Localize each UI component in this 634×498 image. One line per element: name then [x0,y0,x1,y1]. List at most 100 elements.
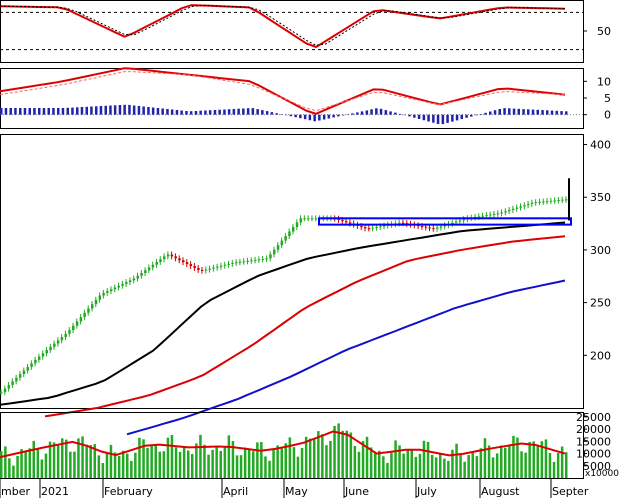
ytick-label: 10 [597,75,611,88]
macd-histogram-bar [80,107,84,115]
macd-histogram-bar [536,109,539,115]
macd-histogram-bar [156,108,160,115]
candle-body [219,265,223,267]
candle-body [557,200,560,202]
volume-bar [516,437,519,478]
candle-body [0,392,3,394]
volume-bar [146,447,149,478]
volume-bar [386,462,389,478]
volume-bar [195,443,198,478]
macd-histogram-bar [166,109,169,115]
macd-histogram-bar [284,114,288,116]
macd-histogram-bar [527,109,530,115]
volume-bar [170,435,174,478]
ytick-label: 50 [597,25,611,38]
candle-body [549,200,553,202]
volume-bar [402,453,405,478]
ytick-label: 200 [590,349,611,362]
macd-histogram-bar [47,108,50,115]
candle-body [79,317,83,322]
macd-histogram-bar [308,114,312,121]
volume-bar [528,441,531,478]
macd-histogram-bar [270,112,274,115]
macd-histogram-bar [0,108,3,115]
volume-bar [455,443,458,478]
candle-body [204,269,208,271]
macd-panel: 10 5 0 [0,67,611,129]
volume-bar [447,460,450,478]
macd-histogram-bar [394,112,397,115]
macd-histogram-bar [294,114,297,118]
volume-bar [491,457,495,478]
macd-histogram-bar [232,109,236,115]
macd-histogram-bar [265,111,269,115]
candle-body [382,225,386,227]
candle-body [420,226,424,228]
candle-body [216,266,219,268]
candle-body [37,356,41,360]
volume-bar [374,453,377,478]
candle-body [257,259,261,261]
macd-histogram-bar [560,111,563,115]
volume-bar [142,439,145,478]
candle-body [189,264,193,267]
volume-bar [109,444,113,478]
macd-histogram-bar [185,111,188,115]
candle-body [106,291,109,293]
macd-histogram-bar [199,110,202,115]
ytick-label: 5 [604,92,611,105]
macd-histogram-bar [370,109,373,115]
candle-body [235,262,238,264]
volume-bar [426,441,430,478]
oscillator-line [0,4,566,49]
macd-histogram-bar [531,109,535,115]
volume-bar [292,447,296,478]
candle-body [174,256,177,259]
macd-histogram-bar [161,108,164,115]
candle-body [91,304,94,309]
candle-body [64,333,67,338]
volume-bar [105,452,109,478]
volume-bar [430,454,434,478]
volume-bar [81,436,84,478]
candle-body [375,226,378,228]
volume-bar [345,430,348,478]
candle-body [424,226,428,228]
volume-bar [36,448,40,478]
candle-body [166,254,170,257]
volume-bar [369,447,373,478]
volume-bar [325,445,328,478]
candle-body [299,218,303,223]
xtick-label: February [104,485,153,498]
volume-bar [483,438,487,478]
volume-bar [296,456,300,478]
candle-body [254,259,257,261]
xtick-label: April [223,485,248,498]
macd-histogram-bar [413,114,416,118]
candle-body [303,218,306,220]
volume-bar [300,448,304,478]
volume-bar [378,450,381,478]
candle-body [417,225,420,227]
macd-histogram-bar [71,107,74,115]
candle-body [178,258,181,261]
macd-histogram-bar [303,114,307,120]
candle-body [18,374,22,378]
macd-histogram-bar [128,104,131,115]
candle-body [439,226,443,228]
ytick-label: 10000 [576,448,611,461]
volume-bar [398,445,401,478]
candle-body [94,299,98,305]
macd-histogram-bar [170,109,174,115]
macd-histogram-bar [104,105,107,115]
xtick-label: Septer [552,485,589,498]
candle-body [405,223,409,225]
volume-bar [467,455,470,478]
oscillator-signal-line [0,4,566,46]
candle-body [30,363,33,367]
candle-body [265,258,268,260]
macd-histogram-bar [251,108,255,115]
macd-histogram-bar [489,111,492,115]
volume-bar [101,463,105,478]
